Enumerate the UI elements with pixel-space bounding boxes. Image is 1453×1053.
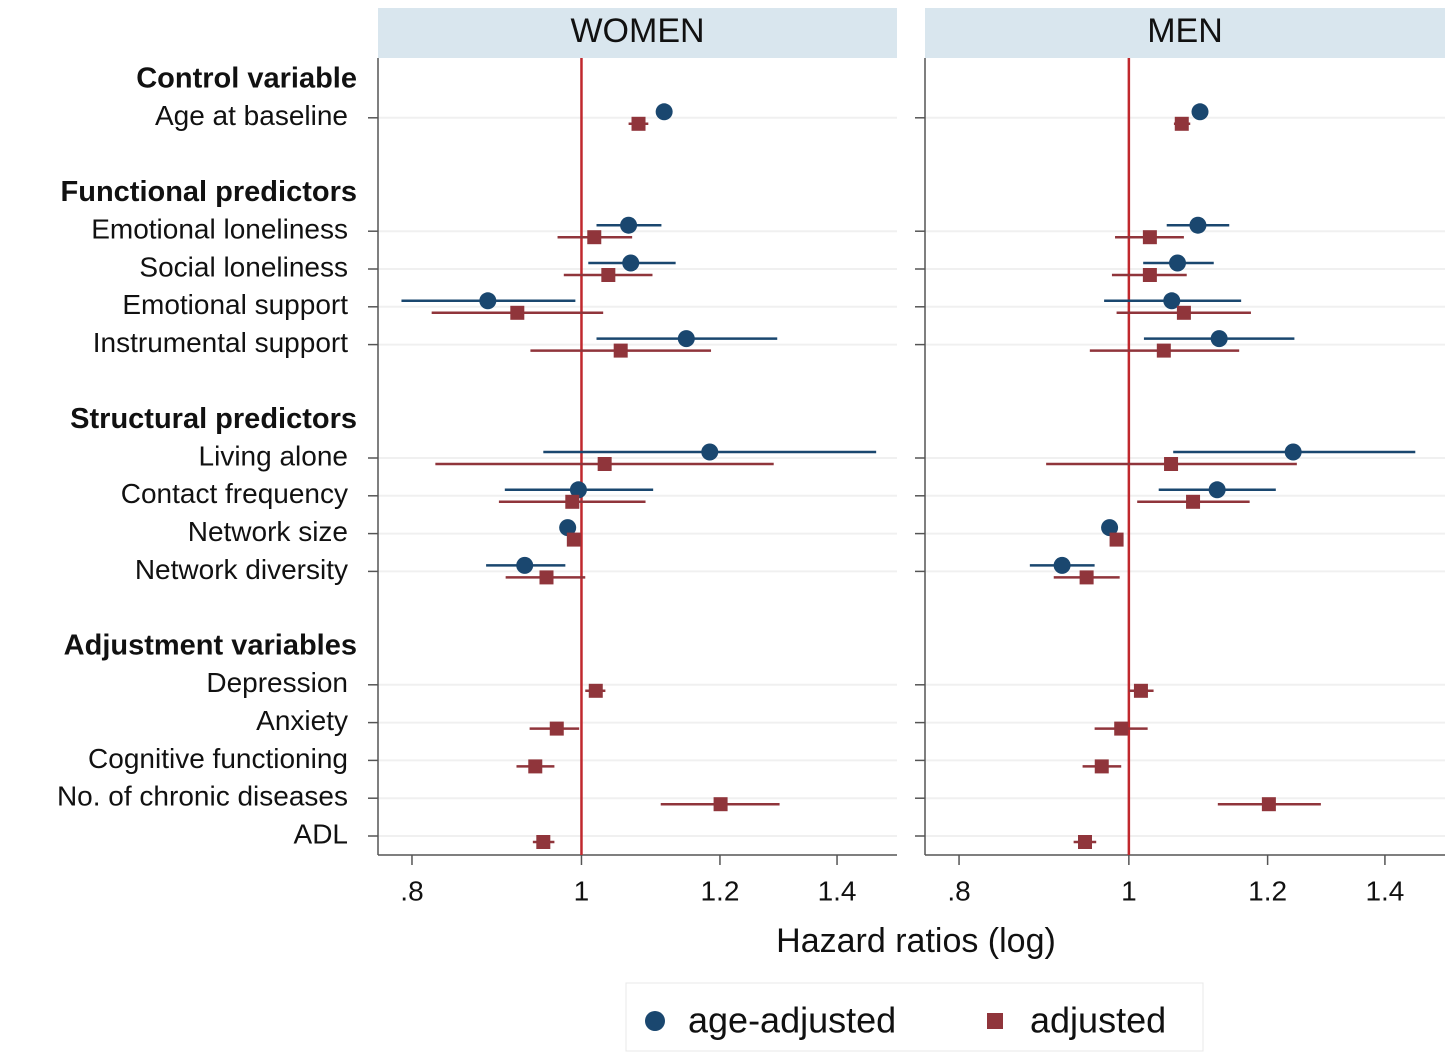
point [566, 532, 581, 547]
y-tick-label: Emotional loneliness [91, 214, 348, 245]
point [620, 216, 638, 234]
point [1164, 457, 1179, 471]
point [622, 254, 640, 272]
y-tick-label: Instrumental support [93, 327, 348, 358]
point [510, 305, 525, 320]
point [549, 721, 564, 736]
point [631, 116, 646, 131]
x-axis-label: Hazard ratios (log) [776, 922, 1056, 960]
legend-label: adjusted [1030, 1000, 1166, 1041]
point [1053, 556, 1071, 574]
x-tick-label: 1.4 [1365, 875, 1404, 906]
x-tick-label: 1 [1121, 875, 1137, 906]
y-tick-label: ADL [294, 818, 348, 849]
group-header: Control variable [136, 63, 357, 95]
strip [378, 8, 897, 58]
point [677, 330, 695, 348]
x-tick-label: 1 [574, 875, 590, 906]
legend-label: age-adjusted [688, 1000, 896, 1041]
x-tick-label: .8 [947, 875, 970, 906]
point [701, 443, 719, 461]
y-tick-label: Social loneliness [139, 251, 348, 282]
x-tick-label: 1.2 [1248, 875, 1287, 906]
point [1174, 116, 1189, 131]
point [1284, 443, 1302, 461]
panel-title: WOMEN [570, 12, 704, 50]
point [1114, 721, 1129, 736]
y-tick-label: Living alone [199, 440, 348, 471]
group-header: Functional predictors [61, 176, 357, 208]
point [559, 519, 577, 537]
point [601, 268, 616, 282]
point [613, 343, 628, 358]
point [1142, 230, 1157, 245]
point [536, 835, 551, 849]
legend-box [625, 982, 1204, 1052]
x-tick-label: 1.4 [818, 875, 857, 906]
point [565, 494, 580, 509]
y-tick-label: No. of chronic diseases [57, 781, 348, 812]
point [655, 103, 673, 121]
point [1189, 216, 1207, 234]
point [1261, 797, 1276, 812]
point [1156, 343, 1171, 358]
point [587, 230, 602, 245]
group-header: Adjustment variables [64, 630, 357, 662]
point [588, 683, 603, 698]
y-tick-label: Anxiety [256, 705, 348, 736]
y-tick-label: Emotional support [122, 289, 348, 320]
point [1079, 570, 1094, 585]
point [1142, 268, 1157, 282]
point [569, 481, 587, 499]
point [1191, 103, 1209, 121]
y-tick-label: Depression [206, 667, 348, 698]
y-tick-label: Age at baseline [155, 100, 348, 131]
x-tick-label: 1.2 [700, 875, 739, 906]
point [597, 457, 612, 471]
point [1078, 835, 1093, 849]
legend-marker [987, 1013, 1003, 1029]
point [1169, 254, 1187, 272]
strip [925, 8, 1445, 58]
point [1109, 532, 1124, 547]
y-tick-label: Network size [188, 516, 348, 547]
point [528, 759, 543, 774]
point [1133, 683, 1148, 698]
panel-title: MEN [1147, 12, 1223, 50]
point [1176, 305, 1191, 320]
x-tick-label: .8 [400, 875, 423, 906]
point [1210, 330, 1228, 348]
point [539, 570, 554, 585]
point [1186, 494, 1201, 509]
point [1163, 292, 1181, 310]
y-tick-label: Cognitive functioning [88, 743, 348, 774]
point [1094, 759, 1109, 774]
y-tick-label: Network diversity [135, 554, 348, 585]
point [713, 797, 728, 812]
point [479, 292, 497, 310]
legend-marker [645, 1011, 665, 1031]
point [1101, 519, 1119, 537]
point [1208, 481, 1226, 499]
point [516, 556, 534, 574]
group-header: Structural predictors [70, 403, 357, 435]
y-tick-label: Contact frequency [121, 478, 348, 509]
